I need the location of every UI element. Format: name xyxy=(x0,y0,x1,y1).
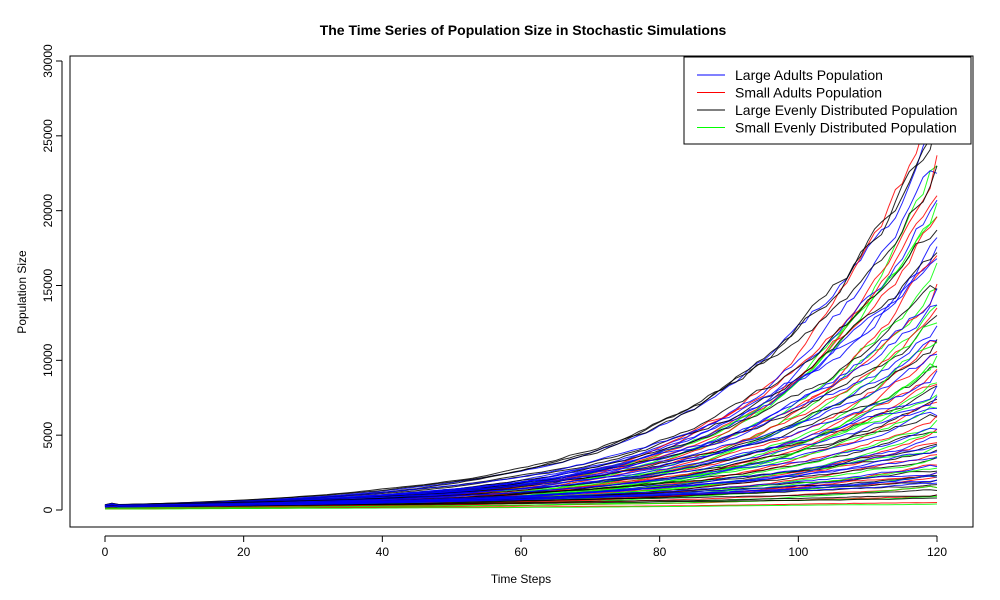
x-tick-label: 100 xyxy=(788,545,808,559)
y-axis-label: Population Size xyxy=(15,250,29,334)
legend-entry: Small Adults Population xyxy=(735,85,882,101)
series-line xyxy=(104,165,938,510)
legend: Large Adults Population Small Adults Popu… xyxy=(683,56,972,145)
x-tick-label: 60 xyxy=(514,545,528,559)
series-line xyxy=(105,105,938,510)
y-tick-label: 30000 xyxy=(41,44,55,78)
series-line xyxy=(104,170,938,509)
y-tick-label: 0 xyxy=(41,506,55,513)
series-line xyxy=(105,304,938,510)
series-line xyxy=(104,131,938,507)
x-tick-label: 80 xyxy=(653,545,667,559)
legend-entry: Small Evenly Distributed Population xyxy=(735,120,957,136)
x-axis-label: Time Steps xyxy=(491,572,551,586)
series-line xyxy=(104,482,938,507)
series-layer xyxy=(104,105,938,510)
y-tick-label: 5000 xyxy=(41,421,55,448)
x-tick-label: 0 xyxy=(102,545,109,559)
legend-entry: Large Evenly Distributed Population xyxy=(735,102,958,118)
series-line xyxy=(104,283,938,509)
x-tick-label: 40 xyxy=(376,545,390,559)
y-tick-label: 10000 xyxy=(41,343,55,377)
series-line xyxy=(105,195,938,509)
legend-box xyxy=(683,56,972,145)
x-tick-label: 20 xyxy=(237,545,251,559)
y-tick-label: 25000 xyxy=(41,119,55,153)
plot-frame xyxy=(69,55,974,528)
series-line xyxy=(104,307,938,509)
series-line xyxy=(104,165,938,506)
y-axis: 0 5000 10000 15000 20000 25000 30000 xyxy=(41,44,63,513)
legend-entry: Large Adults Population xyxy=(735,67,883,83)
chart-title: The Time Series of Population Size in St… xyxy=(320,22,727,38)
y-tick-label: 15000 xyxy=(41,268,55,302)
series-line xyxy=(104,449,938,506)
x-tick-label: 120 xyxy=(927,545,947,559)
x-axis: 0 20 40 60 80 100 120 xyxy=(102,535,947,559)
y-tick-label: 20000 xyxy=(41,194,55,228)
series-line xyxy=(104,395,938,506)
series-line xyxy=(104,503,938,510)
